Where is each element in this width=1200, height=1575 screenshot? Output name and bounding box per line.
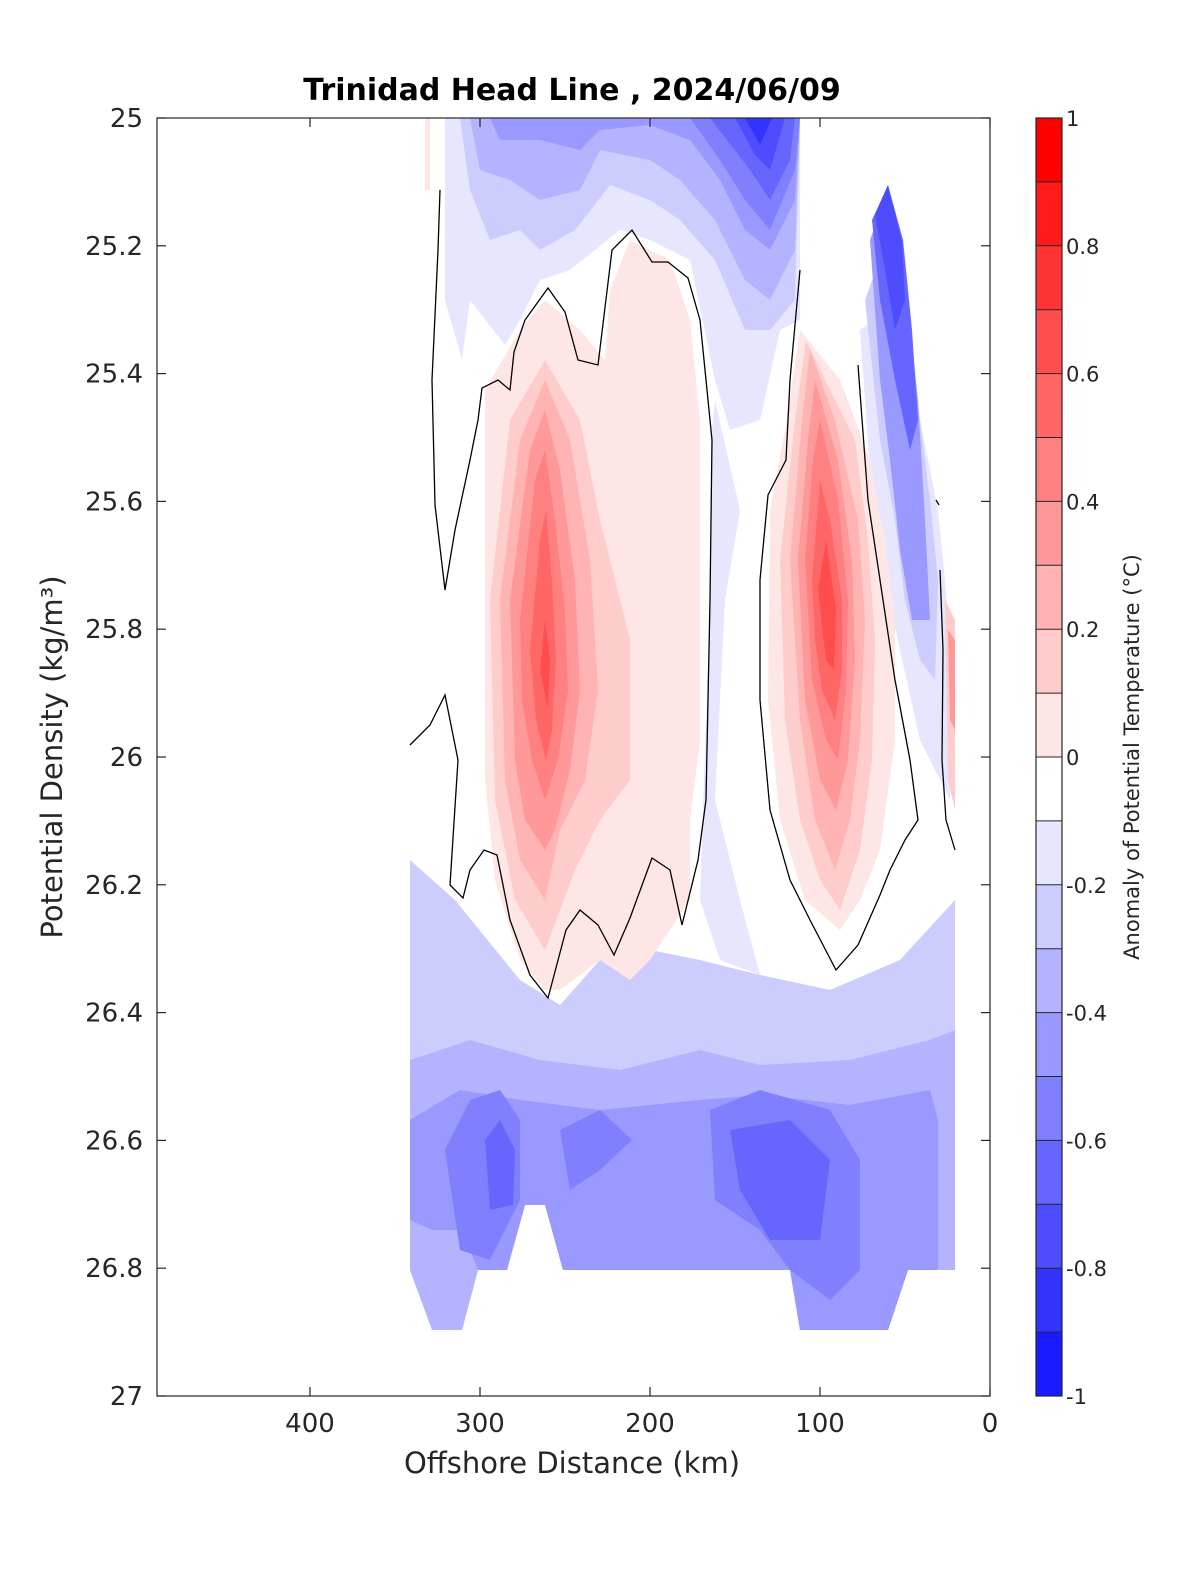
contour-fill-warm-coast-2 <box>948 630 955 730</box>
y-axis: 25 25.2 25.4 25.6 25.8 26 26.2 26.4 26.6 26.8 27 <box>85 104 990 1412</box>
x-axis-title: Offshore Distance (km) <box>404 1446 740 1480</box>
colorbar-segment <box>1036 1332 1062 1397</box>
contour-fill-cold-deep-4 <box>560 1110 632 1190</box>
y-tick-label: 26.4 <box>85 999 143 1029</box>
contour-field <box>410 118 955 1330</box>
contour-fill-cold-deep-6 <box>730 1120 830 1240</box>
y-tick-label: 26.2 <box>85 871 143 901</box>
colorbar-segment <box>1036 1012 1062 1077</box>
colorbar-tick-label: 0.6 <box>1066 363 1099 387</box>
contour-fill-cold-tongue-5 <box>875 185 905 330</box>
y-tick-label: 26.6 <box>85 1126 143 1156</box>
colorbar-segment <box>1036 181 1062 247</box>
contour-fill-warm-offshore-6 <box>530 510 556 760</box>
y-tick-label: 26 <box>110 743 143 773</box>
colorbar-tick-label: 0.4 <box>1066 490 1099 514</box>
colorbar-title: Anomaly of Potential Temperature (°C) <box>1120 554 1144 960</box>
colorbar-segment <box>1036 437 1062 502</box>
colorbar-tick-label: 1 <box>1066 107 1079 131</box>
zero-contour-line-nearshore-1 <box>759 269 919 972</box>
colorbar-segment <box>1036 565 1062 630</box>
colorbar-tick-label: -0.8 <box>1066 1257 1107 1281</box>
colorbar-tick-label: 0 <box>1066 746 1079 770</box>
contour-fill-warm-nearshore-7 <box>818 540 836 670</box>
zero-contour-line-offshore <box>409 189 713 1000</box>
y-tick-label: 25.2 <box>85 232 143 262</box>
colorbar-segment <box>1036 820 1062 886</box>
colorbar-segment <box>1036 1204 1062 1269</box>
colorbar-segment <box>1036 1140 1062 1205</box>
colorbar-tick-label: -0.2 <box>1066 874 1107 898</box>
y-tick-label: 25 <box>110 104 143 134</box>
y-tick-label: 26.8 <box>85 1254 143 1284</box>
y-axis-title: Potential Density (kg/m³) <box>35 575 69 938</box>
colorbar-segment <box>1036 884 1062 950</box>
colorbar-segment <box>1036 629 1062 694</box>
colorbar-segment <box>1036 1076 1062 1141</box>
zero-contour-line-nearshore-2 <box>939 569 956 851</box>
x-tick-label: 400 <box>285 1409 335 1439</box>
colorbar-segment <box>1036 309 1062 375</box>
colorbar-tick-label: -0.6 <box>1066 1129 1107 1153</box>
contour-fill-cold-central <box>700 400 760 975</box>
colorbar-tick-label: -1 <box>1066 1385 1087 1409</box>
colorbar-segment <box>1036 373 1062 438</box>
x-tick-label: 0 <box>982 1409 999 1439</box>
y-tick-label: 27 <box>110 1382 143 1412</box>
contour-fill-warm-patch <box>425 118 430 190</box>
contour-fill-warm-offshore-7 <box>540 620 550 710</box>
colorbar: 1 0.8 0.6 0.4 0.2 0 -0.2 -0.4 -0.6 -0.8 -1 <box>1035 107 1107 1409</box>
x-tick-label: 100 <box>795 1409 845 1439</box>
y-tick-label: 25.8 <box>85 615 143 645</box>
contour-fill-cold-surface-8 <box>745 118 772 145</box>
x-tick-label: 200 <box>625 1409 675 1439</box>
colorbar-segment <box>1036 245 1062 311</box>
colorbar-tick-label: 0.2 <box>1066 618 1099 642</box>
colorbar-segment <box>1036 501 1062 566</box>
x-axis: 400 300 200 100 0 <box>285 118 998 1439</box>
chart-title: Trinidad Head Line , 2024/06/09 <box>303 73 840 108</box>
x-tick-label: 300 <box>455 1409 505 1439</box>
colorbar-segment <box>1036 757 1062 822</box>
colorbar-segment <box>1036 1268 1062 1333</box>
colorbar-segment <box>1036 118 1062 183</box>
y-tick-label: 25.6 <box>85 487 143 517</box>
y-tick-label: 25.4 <box>85 360 143 390</box>
colorbar-tick-label: -0.4 <box>1066 1002 1107 1026</box>
colorbar-segment <box>1036 948 1062 1014</box>
zero-contour-line-coast <box>935 499 940 506</box>
colorbar-segment <box>1036 693 1062 758</box>
contour-fill-cold-deep-7 <box>485 1120 515 1210</box>
zero-contour-lines <box>409 189 956 1000</box>
colorbar-frame <box>1035 117 1063 1397</box>
colorbar-tick-label: 0.8 <box>1066 235 1099 259</box>
